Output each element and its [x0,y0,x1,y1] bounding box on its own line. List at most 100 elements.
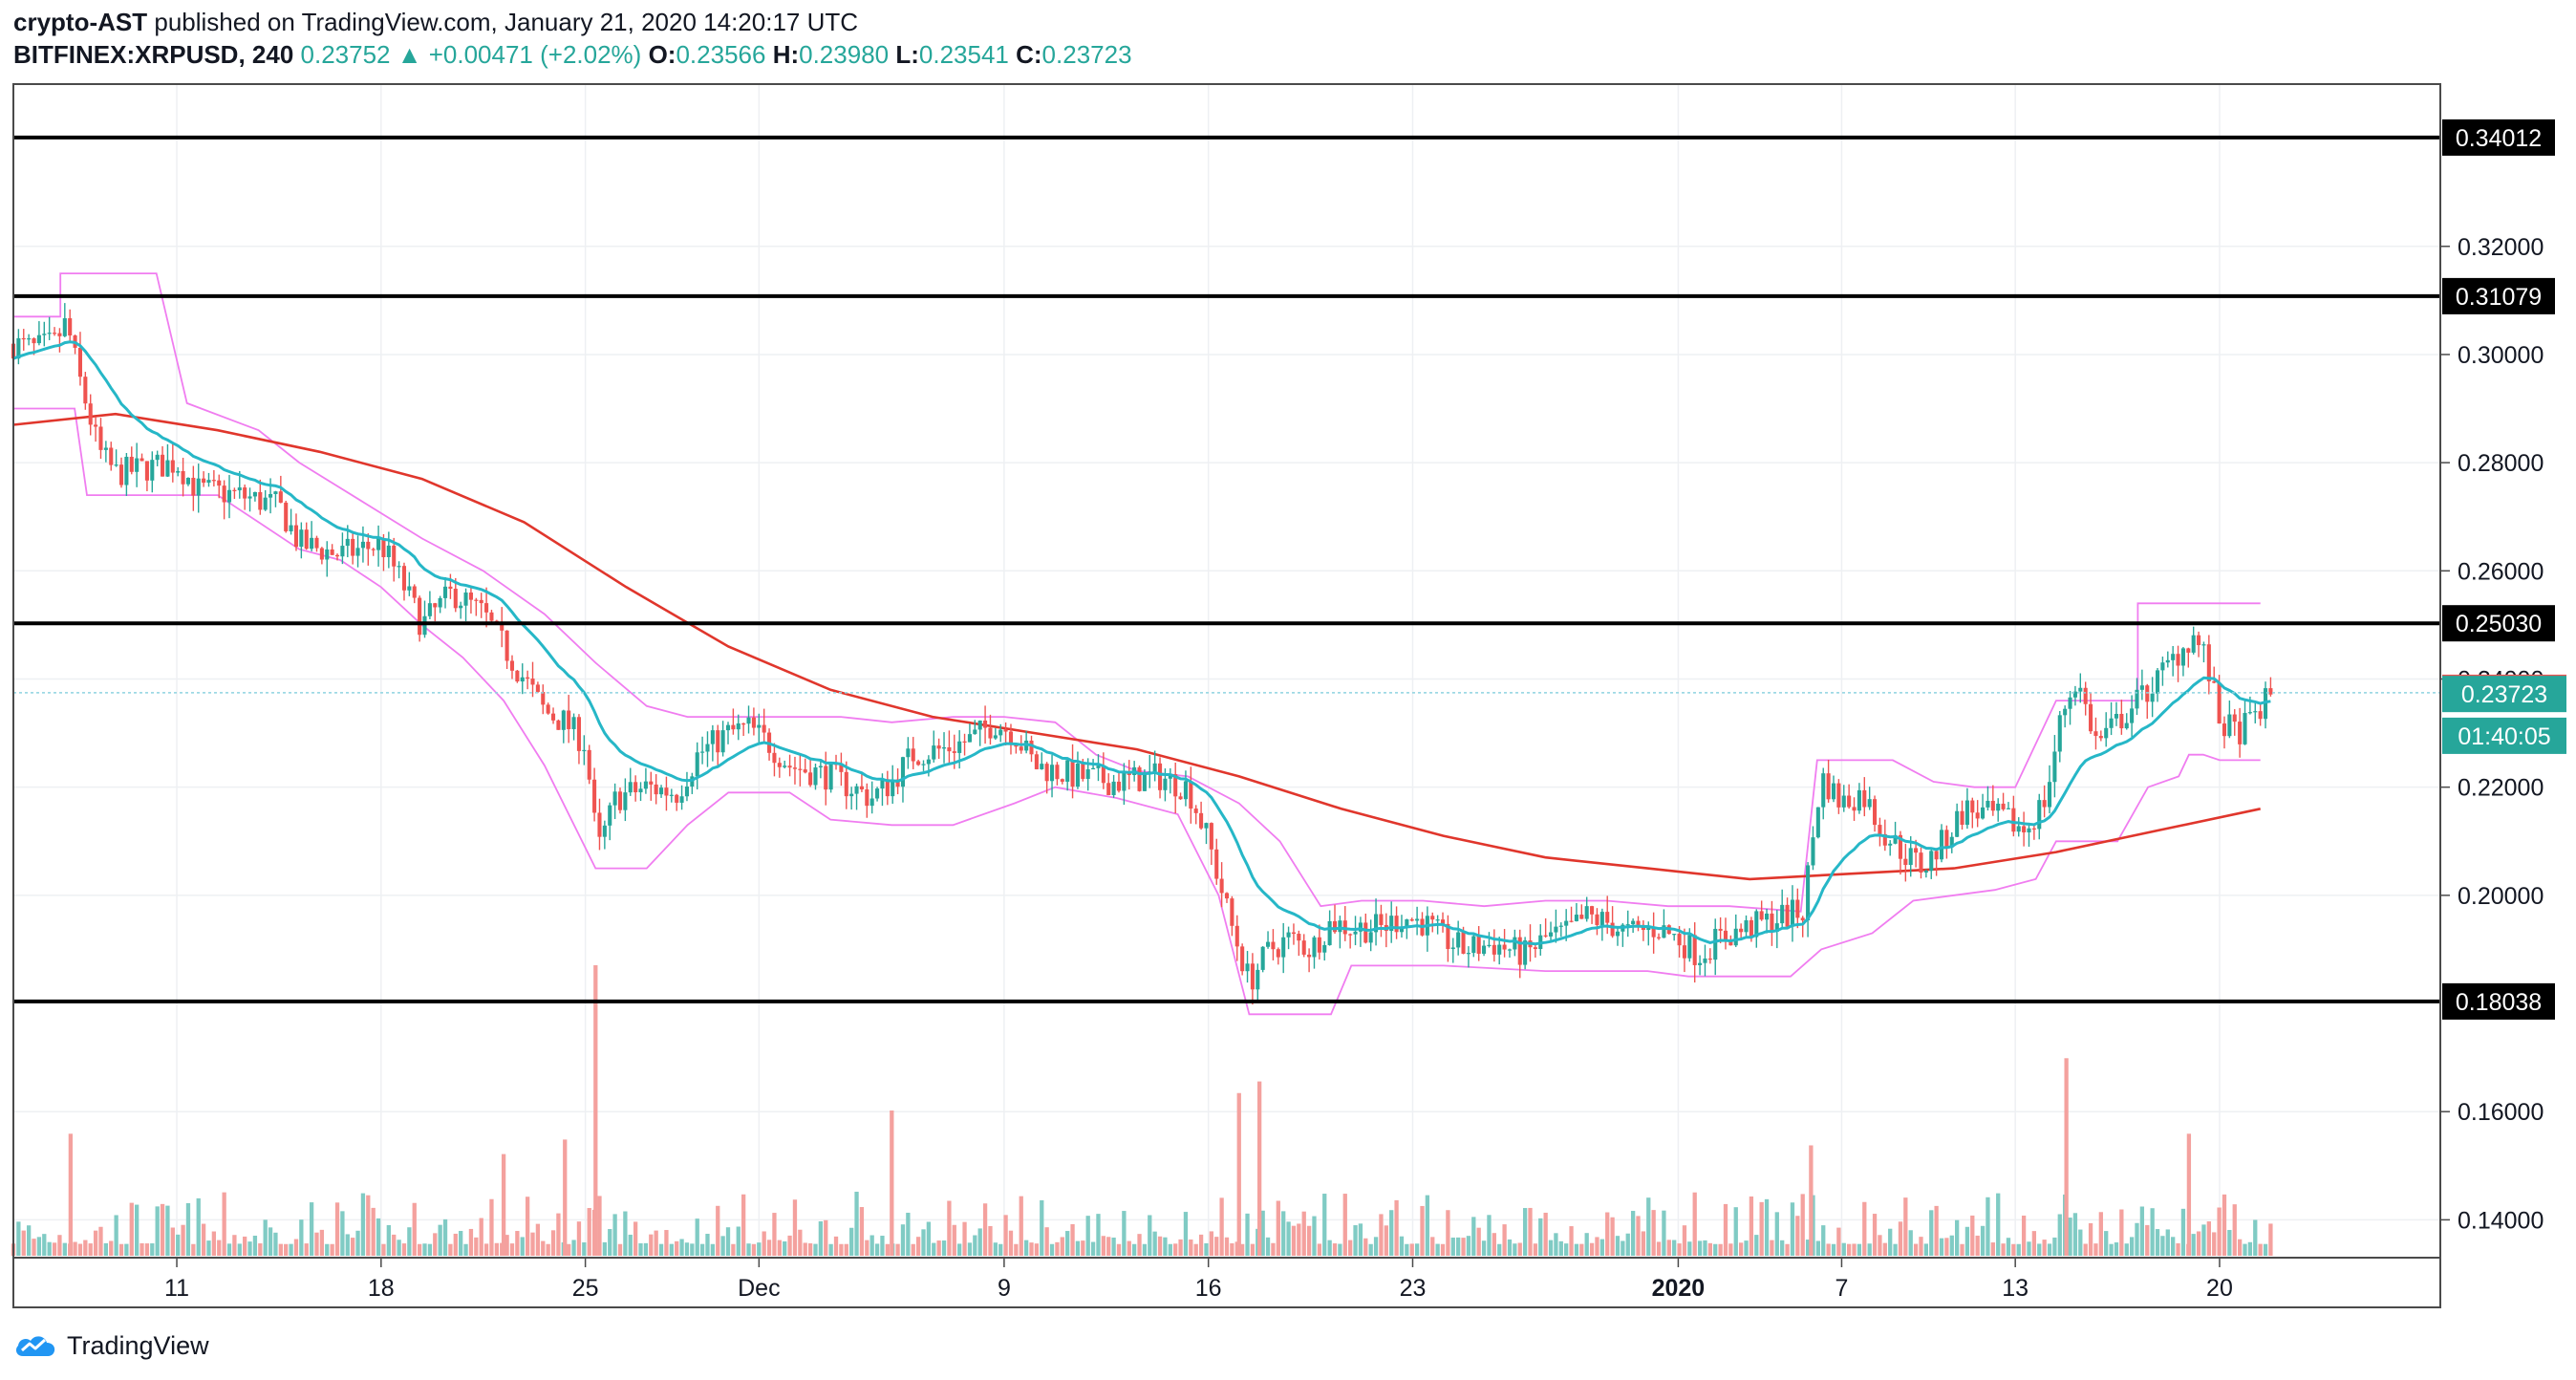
volume-bar [2109,1243,2114,1256]
symbol-line: BITFINEX:XRPUSD, 240 0.23752 ▲ +0.00471 … [13,38,1132,71]
volume-bar [638,1242,643,1256]
volume-bar [1785,1243,1790,1256]
candle-body [2022,826,2027,833]
volume-bar [1728,1243,1733,1256]
volume-bar [1379,1214,1384,1256]
candle-body [401,566,407,591]
volume-bar [160,1203,165,1256]
volume-bar [2119,1209,2124,1256]
x-tick-label: 7 [1835,1275,1848,1302]
price-change: +0.00471 (+2.02%) [428,40,642,69]
volume-bar [766,1240,772,1256]
candle-body [1857,789,1861,811]
volume-bar [2258,1243,2263,1256]
price-axis[interactable]: 0.320000.300000.280000.260000.240000.220… [2440,234,2544,1235]
candle-body [839,765,844,772]
volume-bar [556,1213,561,1256]
volume-bar [2155,1229,2160,1256]
tradingview-footer[interactable]: TradingView [13,1325,209,1367]
volume-bar [2006,1238,2011,1256]
volume-bar [982,1203,988,1256]
volume-bar [114,1215,118,1256]
volume-bar [351,1238,355,1256]
time-axis[interactable]: 11 18 25 Dec 9 16 23 2020 7 13 20 [164,1258,2233,1302]
candle-body [869,798,874,807]
volume-bar [1744,1240,1749,1256]
volume-bar [1646,1197,1651,1256]
candle-body [1091,767,1096,770]
candle-body [2232,714,2237,722]
candle-body [211,480,216,482]
volume-bar [1163,1237,1168,1256]
candle-body [468,593,473,600]
volume-bar [1507,1239,1513,1256]
candle-body [1291,932,1296,935]
candle-body [947,747,952,752]
volume-bar [1003,1215,1008,1256]
candle-body [1322,944,1327,953]
price-chart[interactable]: 0.320000.300000.280000.260000.240000.220… [0,0,2576,1319]
candle-body [515,670,520,682]
volume-bar [355,1230,360,1256]
candle-body [278,491,283,503]
candle-body [314,537,319,549]
candle-body [1116,781,1122,791]
candle-body [2217,682,2222,724]
volume-bar [880,1236,885,1256]
volume-bar [232,1235,237,1256]
candle-body [1363,922,1368,943]
volume-bar [1327,1240,1332,1256]
candle-body [226,489,232,503]
volume-bar [1085,1216,1090,1256]
volume-bar [1939,1238,1944,1256]
candle-body [1929,851,1934,872]
open-value: 0.23566 [676,40,766,69]
volume-bar [1934,1205,1939,1256]
candle-body [541,691,546,705]
candle-body [649,781,654,785]
volume-bar [1893,1243,1898,1256]
candle-body [273,491,278,495]
candle-body [1224,893,1230,899]
volume-spike [1236,1092,1241,1256]
volume-bar [129,1202,134,1256]
volume-bar [32,1239,36,1256]
candle-body [1081,764,1085,780]
candle-body [1415,918,1420,921]
candle-body [818,765,823,768]
candle-body [1317,937,1321,953]
publisher-name[interactable]: crypto-AST [13,8,148,36]
volume-bar [1297,1223,1301,1256]
candle-body [2165,659,2170,663]
volume-bar [1970,1215,1975,1256]
candle-body [1785,904,1790,927]
candle-body [1168,774,1172,779]
volume-bar [957,1243,962,1256]
candle-body [129,456,134,472]
volume-bar [720,1236,725,1256]
volume-bar [865,1240,869,1256]
volume-bar [2227,1230,2232,1256]
candle-body [381,538,386,558]
volume-bar [73,1241,77,1256]
volume-bar [608,1229,612,1256]
volume-bar [181,1224,185,1256]
volume-bar [1960,1243,1964,1256]
published-text: published on TradingView.com, January 21… [154,8,859,36]
volume-bar [237,1243,242,1256]
candle-body [1759,911,1764,920]
candle-body [1749,919,1753,938]
candle-body [741,722,746,725]
volume-spike [2064,1058,2069,1256]
candle-body [1348,934,1353,936]
candle-body [1435,919,1440,921]
volume-bar [1687,1241,1692,1256]
volume-bar [1219,1197,1224,1256]
candle-body [1456,932,1461,948]
volume-bar [1122,1211,1127,1256]
volume-bar [541,1240,546,1256]
volume-bar [1836,1227,1841,1256]
level-tag-label: 0.25030 [2456,611,2542,637]
volume-bar [1312,1216,1317,1256]
volume-bar [483,1243,489,1256]
